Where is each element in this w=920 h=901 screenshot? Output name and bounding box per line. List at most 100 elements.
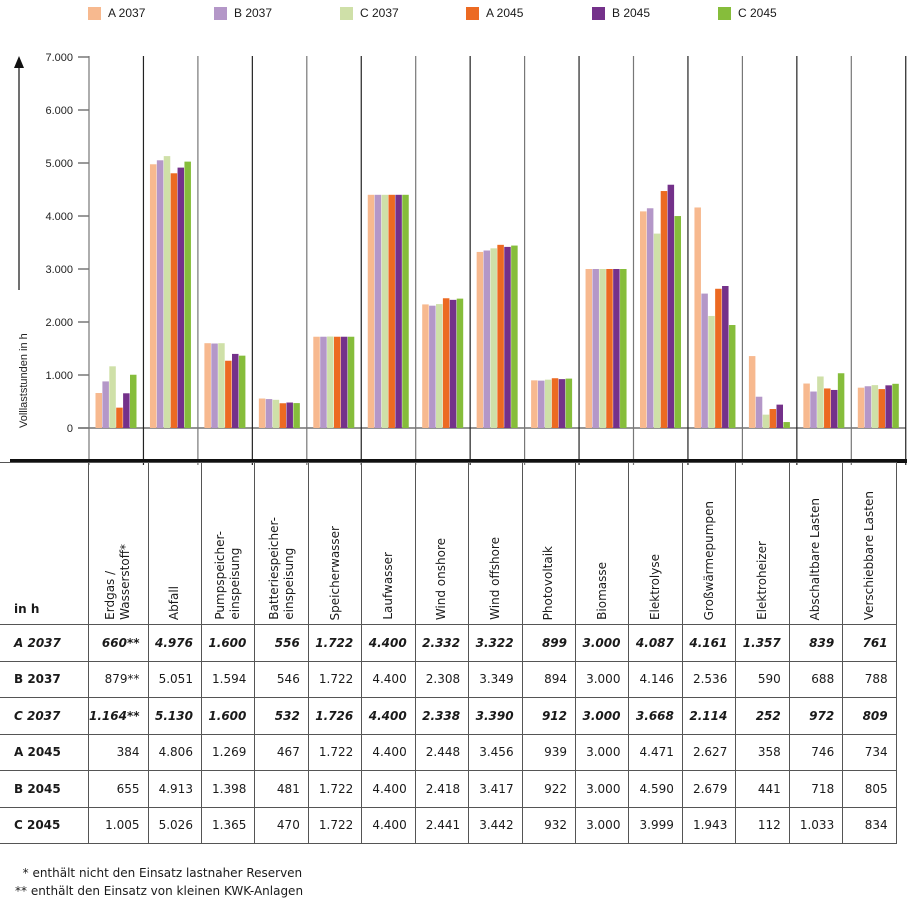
table-cell: 2.536 — [681, 660, 737, 698]
footnote-double-asterisk: ** enthält den Einsatz von kleinen KWK-A… — [15, 884, 304, 898]
bar-chart: 0 1.000 2.000 3.000 4.000 5.000 6.000 7.000 Vol… — [10, 52, 907, 465]
bar — [620, 269, 627, 428]
column-header-label: Elektroheizer — [755, 541, 770, 620]
bar — [218, 343, 225, 428]
table-cell: 441 — [735, 770, 790, 808]
table-cell: 252 — [735, 697, 790, 735]
bar — [613, 269, 620, 428]
bar — [422, 304, 429, 428]
bar — [402, 194, 409, 428]
column-header: Photovoltaik — [521, 462, 577, 625]
bar — [558, 379, 566, 428]
legend-swatch — [214, 6, 227, 20]
column-header: Elektrolyse — [628, 462, 683, 625]
table-cell: 894 — [521, 660, 577, 698]
row-label: C 2037 — [0, 697, 89, 735]
y-tick-label: 4.000 — [45, 211, 73, 223]
table-cell: 2.418 — [414, 770, 470, 808]
table-header-row: in h Erdgas / Wasserstoff* Abfall Pumpspeic… — [0, 462, 897, 625]
bar — [892, 383, 899, 428]
bar — [755, 396, 763, 428]
bar — [163, 156, 171, 429]
table-cell: 805 — [842, 770, 897, 808]
bar — [156, 160, 164, 429]
table-cell: 746 — [788, 733, 844, 771]
table-cell: 1.005 — [88, 806, 149, 844]
column-header: Wind offshore — [468, 462, 523, 625]
table-cell: 3.000 — [575, 624, 630, 662]
column-header-label: Wind offshore — [487, 537, 502, 620]
column-header-label: Großwärmepumpen — [701, 500, 716, 620]
row-label: B 2045 — [0, 770, 89, 808]
bar — [177, 167, 185, 429]
table-cell: 590 — [735, 660, 790, 698]
bar — [701, 293, 708, 428]
table-cell: 4.913 — [147, 770, 202, 808]
bar — [538, 380, 545, 428]
bar — [184, 161, 191, 428]
column-header: Verschiebbare Lasten — [842, 462, 897, 625]
bar — [130, 374, 137, 428]
bar — [286, 402, 293, 428]
bar — [116, 407, 123, 428]
table-cell: 1.722 — [307, 660, 363, 698]
bar — [429, 305, 436, 428]
bar — [238, 355, 246, 428]
bar — [667, 184, 675, 428]
table-cell: 4.400 — [361, 660, 416, 698]
bar — [511, 245, 518, 428]
legend-swatch — [718, 6, 731, 20]
bar — [327, 336, 334, 428]
bar — [123, 393, 130, 428]
bar — [694, 207, 701, 428]
table-cell: 922 — [521, 770, 577, 808]
table-cell: 2.448 — [414, 733, 470, 771]
table-cell: 3.000 — [575, 733, 630, 771]
table-cell: 834 — [842, 806, 897, 844]
bar — [504, 246, 511, 428]
bar — [871, 385, 879, 428]
bar — [340, 336, 348, 428]
chart-legend: A 2037 B 2037 C 2037 A 2045 B 2045 C 2045 — [0, 6, 920, 26]
legend-swatch — [340, 6, 353, 20]
column-header-label: Abfall — [167, 585, 182, 620]
legend-label: A 2037 — [108, 6, 146, 20]
table-cell: 3.456 — [468, 733, 523, 771]
table-cell: 1.398 — [200, 770, 256, 808]
table-cell: 1.164** — [88, 697, 149, 735]
row-label: A 2037 — [0, 624, 89, 662]
table-cell: 3.668 — [628, 697, 683, 735]
y-tick-label: 7.000 — [45, 52, 73, 64]
table-cell: 467 — [254, 733, 309, 771]
bar — [490, 248, 497, 428]
table-cell: 2.441 — [414, 806, 470, 844]
bar — [347, 336, 355, 428]
column-header: Speicherwasser — [307, 462, 363, 625]
table-cell: 809 — [842, 697, 897, 735]
legend-item: C 2045 — [718, 6, 777, 20]
bar — [313, 336, 320, 428]
column-header-label: Verschiebbare Lasten — [861, 490, 876, 620]
table-cell: 1.033 — [788, 806, 844, 844]
table-cell: 1.600 — [200, 697, 256, 735]
bar — [885, 385, 892, 428]
table-cell: 112 — [735, 806, 790, 844]
table-cell: 761 — [842, 624, 897, 662]
bar — [293, 403, 300, 428]
legend-label: A 2045 — [486, 6, 524, 20]
table-cell: 688 — [788, 660, 844, 698]
row-label: A 2045 — [0, 733, 89, 771]
table-cell: 4.976 — [147, 624, 202, 662]
bar — [483, 250, 491, 428]
bar — [783, 422, 790, 428]
table-cell: 532 — [254, 697, 309, 735]
bar — [476, 251, 484, 428]
bar — [824, 388, 831, 428]
bar — [640, 211, 647, 428]
bar — [585, 269, 593, 428]
legend-item: A 2045 — [466, 6, 523, 20]
table-cell: 655 — [88, 770, 149, 808]
bar — [374, 194, 382, 428]
column-dividers — [88, 56, 907, 465]
table-row: C 2045 1.005 5.026 1.365 470 1.722 4.400 2.441 3… — [0, 806, 897, 844]
